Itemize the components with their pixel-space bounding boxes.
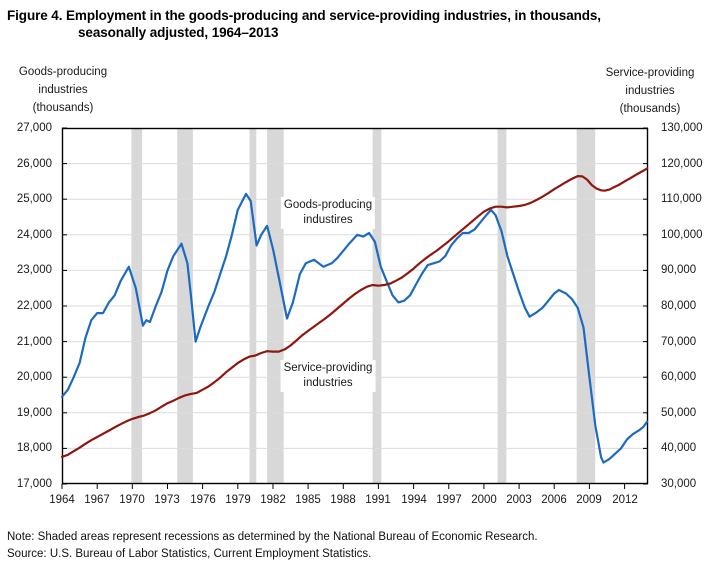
left-axis-title-line2: industries bbox=[38, 84, 88, 96]
left-axis-tick-label: 22,000 bbox=[16, 300, 52, 312]
left-axis-tick-label: 19,000 bbox=[16, 407, 52, 419]
x-axis-tick-label: 1985 bbox=[295, 494, 321, 506]
service-series-label-line2: industries bbox=[303, 377, 353, 389]
x-axis-tick-label: 1982 bbox=[260, 494, 286, 506]
left-axis-tick-label: 17,000 bbox=[16, 478, 52, 490]
right-axis-title: Service-providing industries (thousands) bbox=[592, 64, 708, 118]
plot-border bbox=[61, 127, 649, 485]
left-axis-tick-label: 24,000 bbox=[16, 229, 52, 241]
x-axis-tick-label: 2012 bbox=[612, 494, 638, 506]
right-axis-title-line1: Service-providing bbox=[605, 67, 695, 79]
service-series-label: Service-providing industries bbox=[280, 360, 376, 392]
right-axis-tick-label: 50,000 bbox=[661, 407, 697, 419]
x-axis-tick-label: 1979 bbox=[225, 494, 251, 506]
left-axis-tick-label: 27,000 bbox=[16, 122, 52, 134]
chart-title-line1: Figure 4. Employment in the goods-produc… bbox=[7, 8, 601, 23]
x-axis-tick-label: 1970 bbox=[119, 494, 145, 506]
right-axis-tick-label: 120,000 bbox=[661, 158, 703, 170]
right-axis-tick-label: 130,000 bbox=[661, 122, 703, 134]
goods-series-label-line1: Goods-producing bbox=[283, 199, 373, 211]
service-providing-line bbox=[60, 167, 649, 458]
note-text: Note: Shaded areas represent recessions … bbox=[7, 531, 538, 543]
goods-series-label-line2: industires bbox=[303, 214, 353, 226]
left-axis-title: Goods-producing industries (thousands) bbox=[7, 63, 119, 117]
right-axis-tick-label: 30,000 bbox=[661, 478, 697, 490]
x-axis-tick-label: 2000 bbox=[471, 494, 497, 506]
x-axis-tick-label: 2006 bbox=[541, 494, 567, 506]
left-axis-tick-label: 20,000 bbox=[16, 371, 52, 383]
right-axis-tick-label: 80,000 bbox=[661, 300, 697, 312]
right-axis-title-line3: (thousands) bbox=[619, 103, 681, 115]
right-axis-tick-label: 60,000 bbox=[661, 371, 697, 383]
left-axis-tick-label: 23,000 bbox=[16, 264, 52, 276]
right-axis-tick-label: 40,000 bbox=[661, 442, 697, 454]
x-axis-tick-label: 1967 bbox=[84, 494, 110, 506]
x-axis-tick-label: 1997 bbox=[436, 494, 462, 506]
x-axis-tick-label: 1991 bbox=[365, 494, 391, 506]
chart-title-line2: seasonally adjusted, 1964–2013 bbox=[78, 25, 279, 40]
x-axis-tick-label: 1988 bbox=[330, 494, 356, 506]
x-axis-tick-label: 1964 bbox=[49, 494, 75, 506]
left-axis-title-line3: (thousands) bbox=[32, 102, 94, 114]
x-axis-tick-label: 1994 bbox=[401, 494, 427, 506]
service-series-label-line1: Service-providing bbox=[283, 362, 373, 374]
goods-producing-line bbox=[60, 192, 649, 464]
left-axis-tick-label: 26,000 bbox=[16, 158, 52, 170]
goods-series-label: Goods-producing industires bbox=[280, 197, 376, 229]
right-axis-tick-label: 70,000 bbox=[661, 336, 697, 348]
source-text: Source: U.S. Bureau of Labor Statistics,… bbox=[7, 548, 372, 560]
x-axis-tick-label: 2009 bbox=[576, 494, 602, 506]
right-axis-tick-label: 100,000 bbox=[661, 229, 703, 241]
right-axis-tick-label: 90,000 bbox=[661, 264, 697, 276]
right-axis-tick-label: 110,000 bbox=[661, 193, 702, 205]
right-axis-title-line2: industries bbox=[625, 85, 675, 97]
x-axis-tick-label: 1976 bbox=[190, 494, 216, 506]
left-axis-tick-label: 18,000 bbox=[16, 442, 52, 454]
left-axis-title-line1: Goods-producing bbox=[18, 66, 108, 78]
left-axis-tick-label: 21,000 bbox=[16, 336, 52, 348]
x-axis-tick-label: 1973 bbox=[154, 494, 180, 506]
left-axis-tick-label: 25,000 bbox=[16, 193, 52, 205]
x-axis-tick-label: 2003 bbox=[506, 494, 532, 506]
